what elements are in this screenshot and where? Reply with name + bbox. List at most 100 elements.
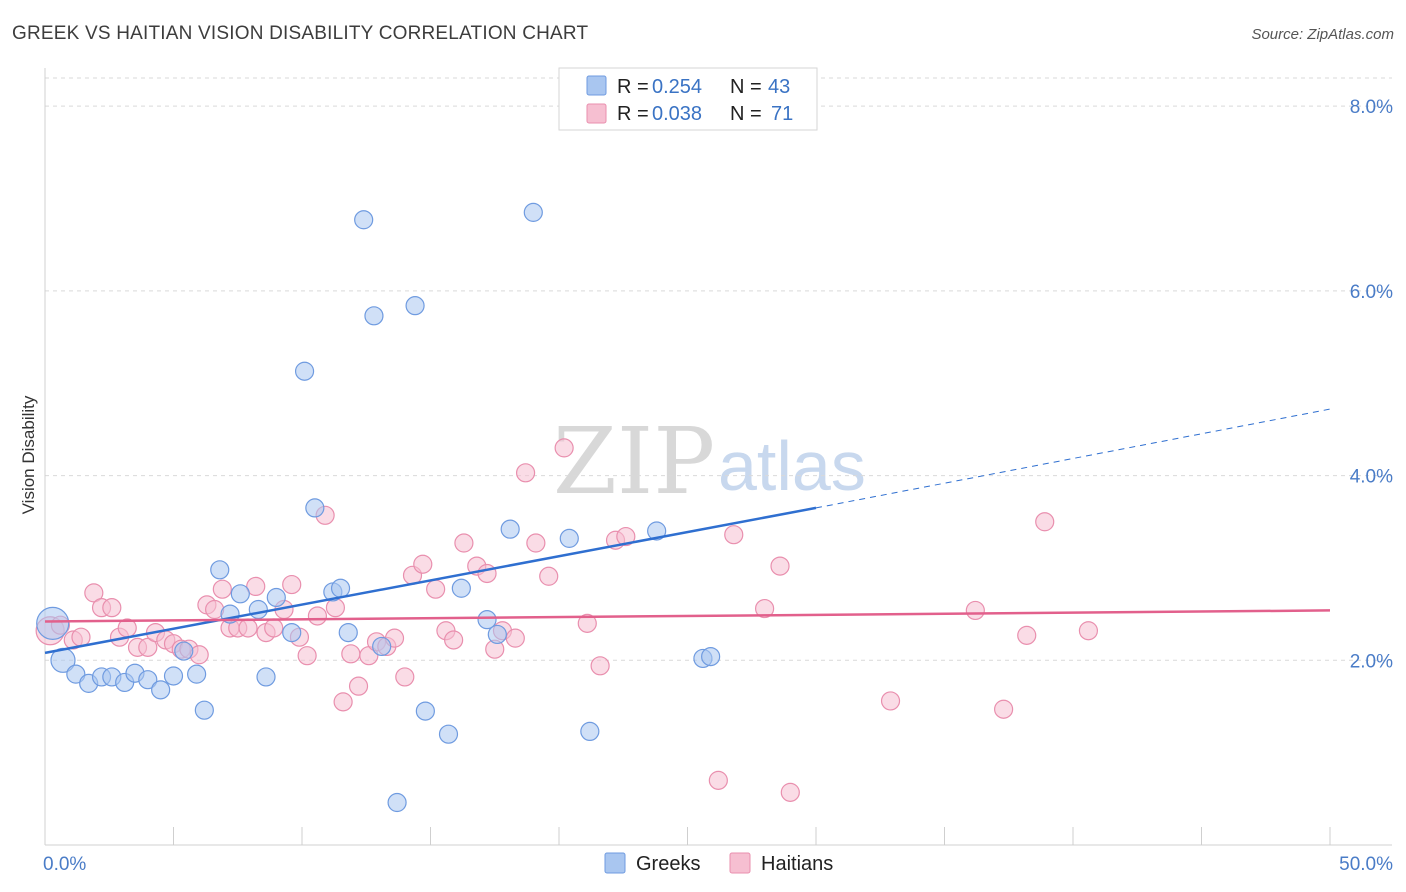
haitians-point xyxy=(515,463,536,483)
haitians-point xyxy=(102,598,122,618)
y-tick-label: 8.0% xyxy=(1350,97,1393,118)
greeks-point xyxy=(256,667,276,687)
bottom-legend: Greeks Haitians xyxy=(604,852,833,875)
greeks-point xyxy=(701,646,721,667)
haitians-point xyxy=(526,533,546,553)
haitians-point xyxy=(264,618,284,638)
haitians-point xyxy=(307,606,328,626)
haitians-point xyxy=(138,637,158,657)
greeks-point xyxy=(230,584,250,604)
grid xyxy=(45,77,1392,661)
haitians-point xyxy=(238,618,258,638)
haitians-point xyxy=(616,526,636,547)
greeks-point xyxy=(415,701,435,721)
greeks-point xyxy=(174,641,194,661)
haitians-point xyxy=(554,438,574,458)
y-tick-label: 4.0% xyxy=(1350,467,1393,488)
haitians-point xyxy=(325,598,346,618)
greeks-point xyxy=(523,202,543,222)
greeks-trendline-extension xyxy=(815,408,1331,509)
haitians-point xyxy=(965,600,985,621)
greeks-point xyxy=(451,578,471,598)
bottom-legend-swatch-haitians xyxy=(729,852,751,874)
haitians-point xyxy=(1035,512,1055,532)
chart-title: GREEK VS HAITIAN VISION DISABILITY CORRE… xyxy=(12,23,588,44)
haitians-point xyxy=(754,598,775,619)
haitians-point xyxy=(297,646,317,666)
haitians-point xyxy=(333,692,353,712)
greeks-point xyxy=(487,624,507,645)
watermark-zip: ZIP xyxy=(553,408,715,515)
greeks-trendline xyxy=(44,506,817,655)
haitians-point xyxy=(994,699,1014,719)
greeks-point xyxy=(559,528,579,548)
greeks-point xyxy=(338,622,358,643)
y-tick-label: 6.0% xyxy=(1350,282,1393,303)
greeks-point xyxy=(438,724,459,744)
haitians-point xyxy=(341,644,361,664)
x-tick-label-max: 50.0% xyxy=(1339,854,1393,875)
greeks-point xyxy=(405,296,425,316)
greeks-point xyxy=(364,306,384,326)
greeks-point xyxy=(266,587,286,608)
legend-greeks-n-value: 43 xyxy=(768,76,790,98)
haitians-point xyxy=(477,563,497,584)
haitians-point xyxy=(880,691,901,711)
haitians-trendline xyxy=(44,609,1331,623)
bottom-legend-swatch-greeks xyxy=(604,852,626,874)
haitians-point xyxy=(348,676,369,696)
haitians-point xyxy=(1017,625,1037,645)
legend: R = 0.254 N = 43 R = 0.038 N = 71 xyxy=(558,67,818,131)
legend-haitians-n-value: 71 xyxy=(771,103,793,125)
haitians-point xyxy=(539,566,559,586)
haitians-point xyxy=(246,576,266,597)
bottom-legend-greeks: Greeks xyxy=(636,853,700,875)
greeks-point xyxy=(477,610,497,630)
haitians-point xyxy=(71,627,91,647)
haitians-point xyxy=(505,628,525,648)
y-tick-label: 2.0% xyxy=(1350,651,1393,672)
haitians-point xyxy=(444,630,464,650)
greeks-point xyxy=(387,792,407,813)
legend-swatch-greeks xyxy=(586,75,607,96)
haitians-point xyxy=(780,782,800,802)
watermark: ZIP atlas xyxy=(553,408,866,515)
legend-greeks-r-value: 0.254 xyxy=(652,76,702,98)
greeks-point xyxy=(294,361,315,381)
greeks-point xyxy=(647,521,667,541)
haitians-point xyxy=(724,525,744,545)
greeks-point xyxy=(151,680,171,700)
legend-swatch-haitians xyxy=(586,103,607,124)
legend-greeks-r-label: R = xyxy=(617,76,649,98)
haitians-point xyxy=(770,556,790,576)
bottom-legend-haitians: Haitians xyxy=(761,853,833,875)
greeks-point xyxy=(354,210,374,230)
source-label: Source: ZipAtlas.com xyxy=(1251,26,1394,43)
legend-haitians-r-value: 0.038 xyxy=(652,103,702,125)
greeks-point xyxy=(500,519,520,539)
haitians-point xyxy=(395,667,415,687)
greeks-point xyxy=(330,578,351,598)
haitians-point xyxy=(1078,621,1099,641)
greeks-point xyxy=(36,606,70,640)
greeks-point xyxy=(305,498,325,518)
greeks-point xyxy=(282,622,302,643)
haitians-point xyxy=(577,613,597,633)
haitians-point xyxy=(84,583,104,603)
x-tick-label-min: 0.0% xyxy=(43,854,86,875)
greeks-point xyxy=(163,666,184,686)
haitians-point xyxy=(426,579,446,599)
haitians-point xyxy=(282,574,302,595)
haitians-point xyxy=(212,579,232,599)
greeks-point xyxy=(580,721,600,742)
haitians-point xyxy=(413,554,433,574)
greeks-points xyxy=(36,202,721,813)
trendlines xyxy=(44,408,1331,655)
greeks-point xyxy=(194,700,214,720)
watermark-atlas: atlas xyxy=(718,427,866,505)
greeks-point xyxy=(187,664,207,684)
axes: 2.0% 4.0% 6.0% 8.0% 0.0% 50.0% xyxy=(43,68,1393,875)
legend-greeks-n-label: N = xyxy=(730,76,762,98)
legend-haitians-r-label: R = xyxy=(617,103,649,125)
